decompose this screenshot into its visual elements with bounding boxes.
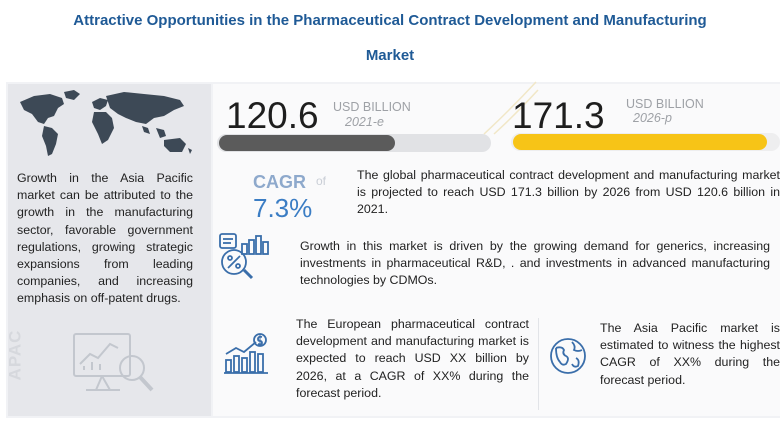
apac-watermark: APAC <box>5 329 25 381</box>
unit-label-2026: USD BILLION <box>626 97 704 111</box>
europe-market-text: The European pharmaceutical contract dev… <box>296 317 529 400</box>
year-label-2021: 2021-e <box>345 115 384 129</box>
value-label-2026: 171.3 <box>512 95 605 136</box>
world-map-icon <box>20 90 192 156</box>
page-title: Attractive Opportunities in the Pharmace… <box>73 12 707 29</box>
year-label-2026: 2026-p <box>633 111 672 125</box>
decorative-arc <box>483 81 539 135</box>
apac-market-text: The Asia Pacific market is estimated to … <box>600 321 780 387</box>
divider <box>538 318 539 410</box>
drug-analytics-icon <box>219 233 269 280</box>
bar-2021 <box>219 135 395 151</box>
analysis-chart-icon <box>73 333 154 392</box>
globe-icon <box>550 338 586 374</box>
page-title-line-2: Market <box>365 47 415 64</box>
market-summary-text: The global pharmaceutical contract devel… <box>357 168 780 217</box>
cagr-label: CAGR <box>253 172 306 192</box>
value-label-2021: 120.6 <box>226 95 319 136</box>
bar-2026 <box>513 134 767 150</box>
cagr-value: 7.3% <box>253 193 313 223</box>
cagr-of-label: of <box>316 174 327 188</box>
market-drivers-text: Growth in this market is driven by the g… <box>300 239 770 288</box>
apac-growth-text: Growth in the Asia Pacific market can be… <box>17 171 193 306</box>
growth-chart-dollar-icon <box>224 333 268 374</box>
unit-label-2021: USD BILLION <box>333 100 411 114</box>
